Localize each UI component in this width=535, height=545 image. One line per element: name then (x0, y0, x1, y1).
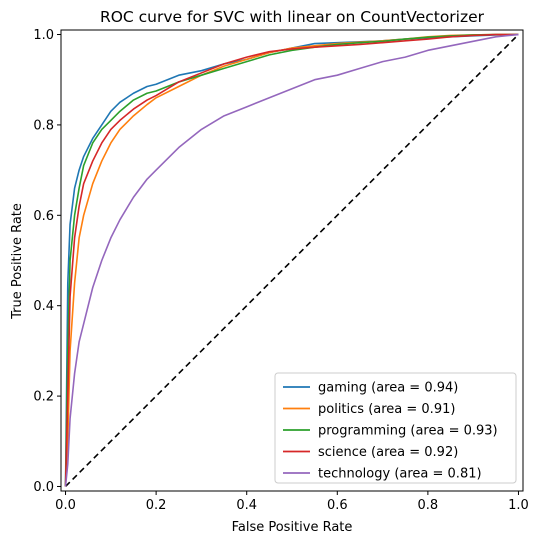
series-line-3 (64, 33, 519, 487)
plot-area: 0.0 0.2 0.4 0.6 0.8 1.0 0.0 0.2 0.4 0.6 0.8 1.0 (33, 28, 529, 513)
legend-label-1: politics (area = 0.91) (318, 402, 455, 417)
x-axis-label: False Positive Rate (232, 520, 353, 535)
x-tick-label: 0.0 (55, 498, 76, 513)
x-tick-label: 1.0 (508, 498, 529, 513)
series-line-4 (64, 33, 519, 487)
legend: gaming (area = 0.94) politics (area = 0.9… (274, 372, 517, 484)
y-tick-label: 0.2 (33, 390, 54, 405)
x-tick-label: 0.2 (146, 498, 167, 513)
x-tick-label: 0.4 (236, 498, 257, 513)
axes-frame (60, 29, 524, 492)
series-lines (64, 33, 519, 487)
legend-label-4: technology (area = 0.81) (318, 467, 482, 482)
y-axis-ticks: 0.0 0.2 0.4 0.6 0.8 1.0 (33, 28, 61, 495)
legend-label-0: gaming (area = 0.94) (318, 381, 458, 396)
legend-items: gaming (area = 0.94) politics (area = 0.9… (283, 381, 498, 482)
legend-label-2: programming (area = 0.93) (318, 424, 498, 439)
y-tick-label: 0.6 (33, 209, 54, 224)
series-line-2 (64, 33, 519, 487)
chance-diagonal-line (64, 33, 520, 488)
chart-title: ROC curve for SVC with linear on CountVe… (100, 8, 485, 26)
legend-box (274, 372, 517, 484)
y-tick-label: 0.8 (33, 118, 54, 133)
y-tick-label: 0.0 (33, 480, 54, 495)
y-tick-label: 0.4 (33, 299, 54, 314)
legend-label-3: science (area = 0.92) (318, 445, 458, 460)
y-axis-label: True Positive Rate (10, 203, 25, 320)
x-axis-ticks: 0.0 0.2 0.4 0.6 0.8 1.0 (55, 491, 529, 513)
x-tick-label: 0.8 (418, 498, 439, 513)
x-tick-label: 0.6 (327, 498, 348, 513)
y-tick-label: 1.0 (33, 28, 54, 43)
